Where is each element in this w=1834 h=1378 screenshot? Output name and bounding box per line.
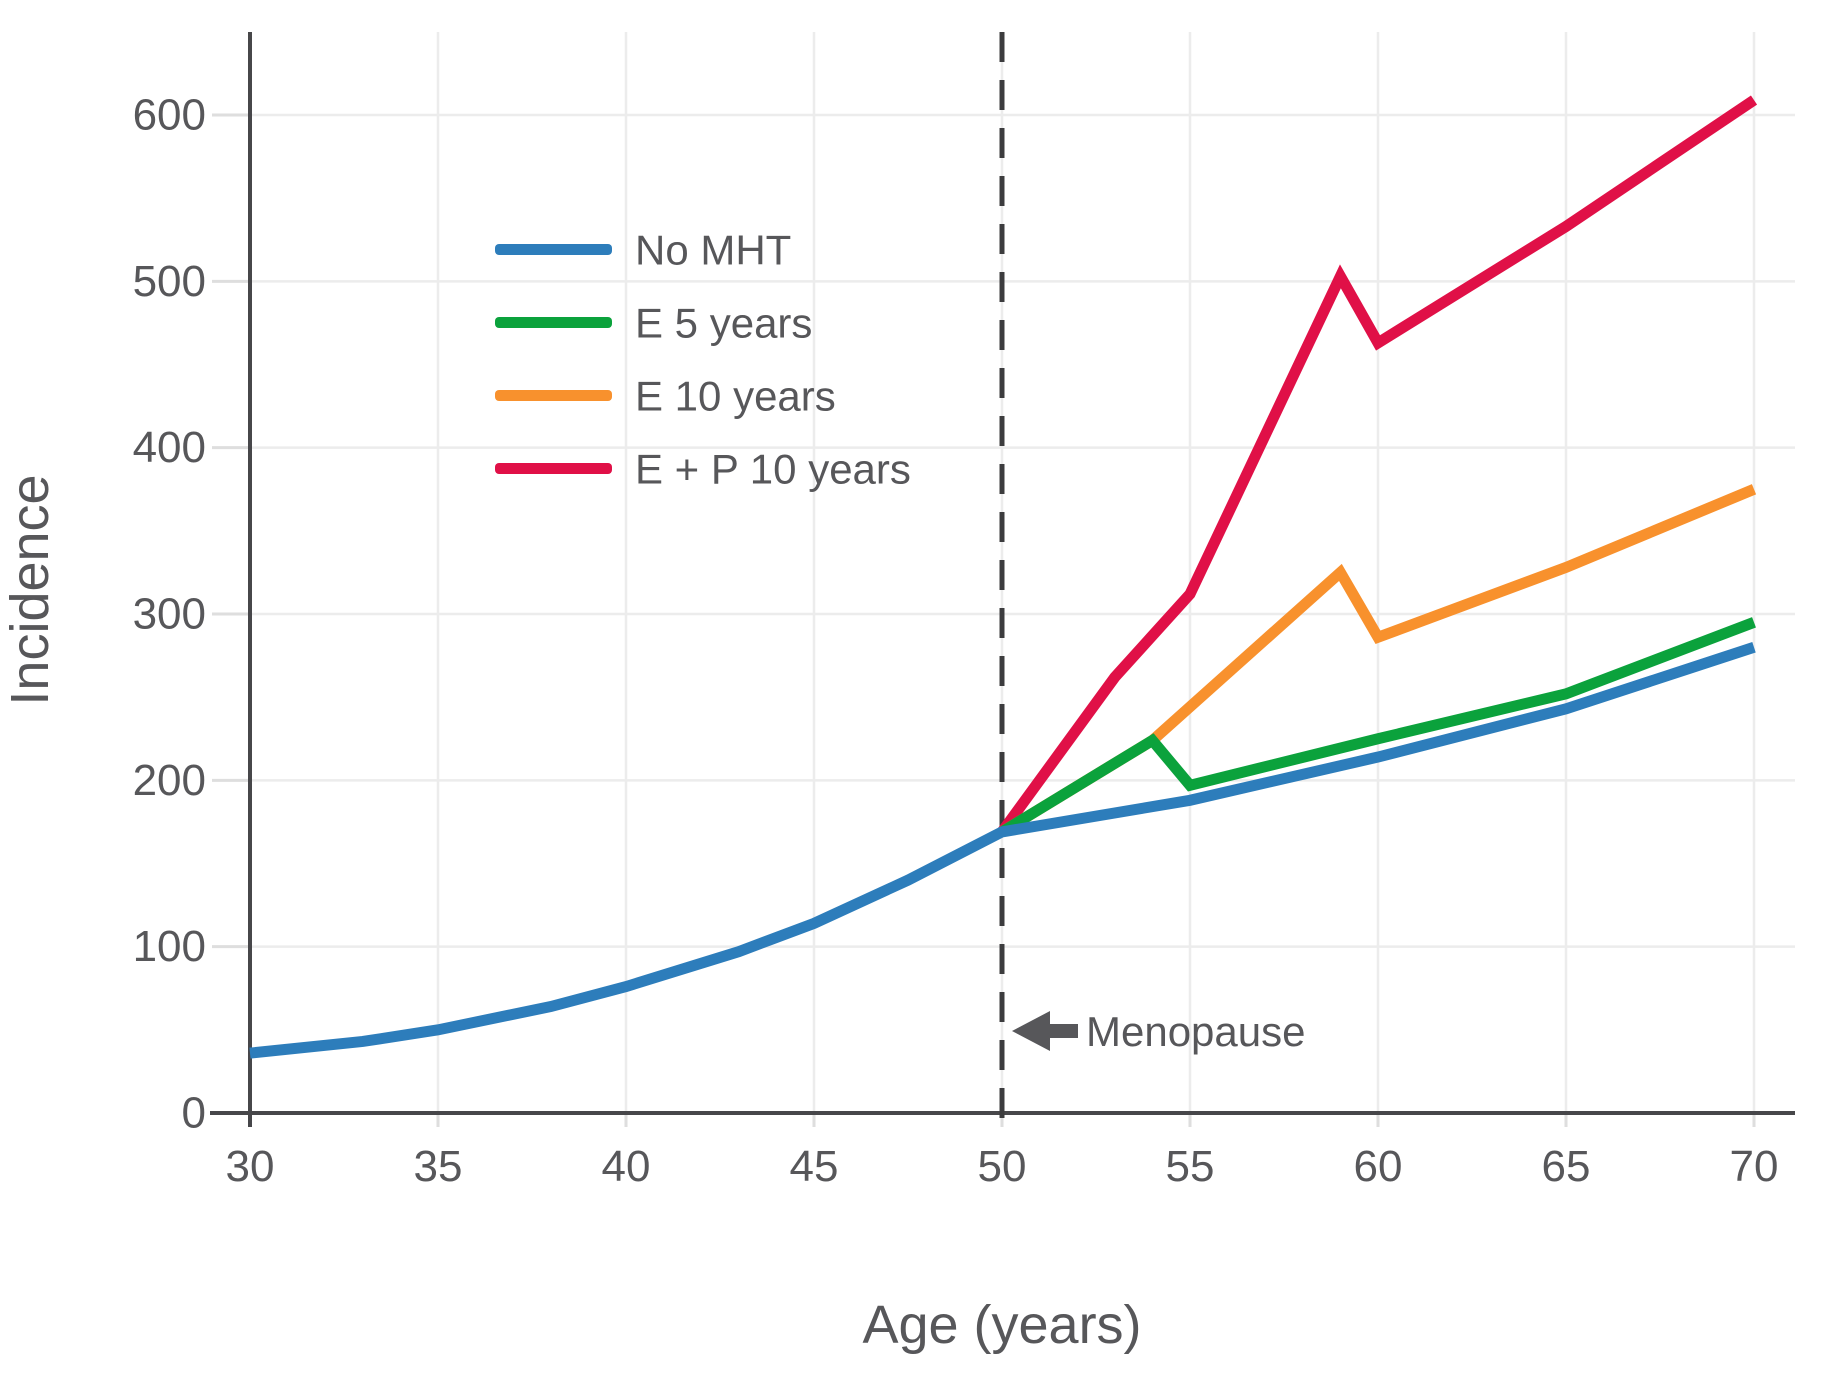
legend-label-no-mht: No MHT bbox=[635, 227, 791, 274]
x-tick-label: 30 bbox=[226, 1142, 275, 1191]
legend-label-e10: E 10 years bbox=[635, 373, 836, 420]
menopause-label: Menopause bbox=[1086, 1008, 1306, 1055]
series-line-e-p-10-years bbox=[997, 95, 1758, 836]
y-tick-label: 400 bbox=[133, 423, 206, 472]
legend-item-e5: E 5 years bbox=[495, 300, 812, 347]
axis-ticks bbox=[212, 113, 1756, 1127]
menopause-annotation: Menopause bbox=[1012, 1008, 1306, 1055]
y-tick-label: 300 bbox=[133, 590, 206, 639]
x-tick-label: 35 bbox=[414, 1142, 463, 1191]
x-tick-label: 55 bbox=[1166, 1142, 1215, 1191]
series-lines bbox=[249, 95, 1758, 1059]
gridlines bbox=[250, 32, 1795, 1113]
y-tick-label: 200 bbox=[133, 756, 206, 805]
legend: No MHT E 5 years E 10 years E + P 10 yea… bbox=[495, 227, 911, 493]
left-arrow-icon bbox=[1012, 1011, 1050, 1051]
legend-swatch-e5 bbox=[495, 317, 612, 328]
x-tick-label: 70 bbox=[1730, 1142, 1779, 1191]
y-tick-label: 100 bbox=[133, 922, 206, 971]
legend-swatch-e10 bbox=[495, 390, 612, 401]
legend-item-e10: E 10 years bbox=[495, 373, 836, 420]
legend-item-ep10: E + P 10 years bbox=[495, 446, 911, 493]
legend-swatch-no-mht bbox=[495, 244, 612, 255]
x-tick-label: 50 bbox=[978, 1142, 1027, 1191]
y-axis-title: Incidence bbox=[0, 474, 60, 705]
left-arrow-tail bbox=[1048, 1024, 1078, 1038]
x-tick-label: 45 bbox=[790, 1142, 839, 1191]
series-line-no-mht bbox=[249, 642, 1756, 1059]
legend-swatch-ep10 bbox=[495, 463, 612, 474]
x-axis-title: Age (years) bbox=[862, 1295, 1141, 1355]
series-line-e-5-years bbox=[999, 617, 1756, 837]
x-tick-label: 65 bbox=[1542, 1142, 1591, 1191]
legend-label-ep10: E + P 10 years bbox=[635, 446, 911, 493]
x-tick-label: 60 bbox=[1354, 1142, 1403, 1191]
y-tick-label: 500 bbox=[133, 257, 206, 306]
x-tick-label: 40 bbox=[602, 1142, 651, 1191]
y-tick-label: 600 bbox=[133, 91, 206, 140]
legend-label-e5: E 5 years bbox=[635, 300, 812, 347]
y-tick-label: 0 bbox=[182, 1089, 206, 1138]
tick-labels: 30 35 40 45 50 55 60 65 70 0 100 200 300 400 500 600 bbox=[133, 91, 1779, 1191]
legend-item-no-mht: No MHT bbox=[495, 227, 791, 274]
